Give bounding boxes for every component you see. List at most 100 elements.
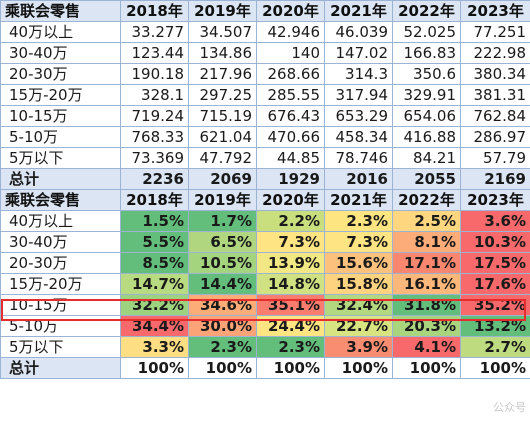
cell-value: 314.3 [324, 63, 393, 85]
cell-value: 77.251 [460, 21, 530, 43]
header-year: 2019年 [188, 189, 257, 211]
cell-value: 217.96 [188, 63, 257, 85]
table-row: 40万以上 1.5% 1.7% 2.2% 2.3% 2.5% 3.6% [0, 210, 530, 232]
total-label: 总计 [0, 168, 121, 190]
total-value: 100% [120, 357, 189, 379]
row-label: 15万-20万 [0, 273, 121, 295]
total-value: 2016 [324, 168, 393, 190]
table-row: 10-15万 32.2% 34.6% 35.1% 32.4% 31.8% 35.2% [0, 294, 530, 316]
cell-value: 7.3% [256, 231, 325, 253]
cell-value: 4.1% [392, 336, 461, 358]
cell-value: 17.5% [460, 252, 530, 274]
cell-value: 20.3% [392, 315, 461, 337]
cell-value: 16.1% [392, 273, 461, 295]
header-year: 2020年 [256, 189, 325, 211]
cell-value: 34.4% [120, 315, 189, 337]
total-row: 总计 100% 100% 100% 100% 100% 100% [0, 357, 530, 379]
cell-value: 30.0% [188, 315, 257, 337]
cell-value: 24.4% [256, 315, 325, 337]
cell-value: 33.277 [120, 21, 189, 43]
cell-value: 32.4% [324, 294, 393, 316]
table-row: 15万-20万 14.7% 14.4% 14.8% 15.8% 16.1% 17.6% [0, 273, 530, 295]
table-row: 10-15万 719.24 715.19 676.43 653.29 654.06 762.… [0, 105, 530, 127]
sales-volume-section: 乘联会零售 2018年 2019年 2020年 2021年 2022年 2023年 40万以上… [0, 0, 530, 190]
cell-value: 44.85 [256, 147, 325, 169]
header-year: 2019年 [188, 0, 257, 22]
header-year: 2018年 [120, 0, 189, 22]
row-label: 40万以上 [0, 210, 121, 232]
total-value: 100% [392, 357, 461, 379]
cell-value: 3.6% [460, 210, 530, 232]
header-year: 2022年 [392, 0, 461, 22]
cell-value: 350.6 [392, 63, 461, 85]
share-percent-section: 乘联会零售 2018年 2019年 2020年 2021年 2022年 2023年 40万以上… [0, 189, 530, 379]
cell-value: 13.9% [256, 252, 325, 274]
cell-value: 2.7% [460, 336, 530, 358]
cell-value: 34.507 [188, 21, 257, 43]
total-value: 100% [188, 357, 257, 379]
cell-value: 35.1% [256, 294, 325, 316]
total-value: 100% [324, 357, 393, 379]
total-value: 2236 [120, 168, 189, 190]
cell-value: 134.86 [188, 42, 257, 64]
row-label: 5万以下 [0, 336, 121, 358]
table-row: 5万以下 73.369 47.792 44.85 78.746 84.21 57.79 [0, 147, 530, 169]
cell-value: 268.66 [256, 63, 325, 85]
cell-value: 2.5% [392, 210, 461, 232]
cell-value: 35.2% [460, 294, 530, 316]
cell-value: 13.2% [460, 315, 530, 337]
cell-value: 22.7% [324, 315, 393, 337]
cell-value: 676.43 [256, 105, 325, 127]
cell-value: 8.5% [120, 252, 189, 274]
table-row: 5-10万 34.4% 30.0% 24.4% 22.7% 20.3% 13.2% [0, 315, 530, 337]
total-label: 总计 [0, 357, 121, 379]
cell-value: 32.2% [120, 294, 189, 316]
table-row: 15万-20万 328.1 297.25 285.55 317.94 329.91 381.… [0, 84, 530, 106]
header-year: 2022年 [392, 189, 461, 211]
cell-value: 31.8% [392, 294, 461, 316]
cell-value: 3.9% [324, 336, 393, 358]
row-label: 15万-20万 [0, 84, 121, 106]
header-year: 2023年 [460, 0, 530, 22]
cell-value: 73.369 [120, 147, 189, 169]
cell-value: 719.24 [120, 105, 189, 127]
cell-value: 57.79 [460, 147, 530, 169]
cell-value: 380.34 [460, 63, 530, 85]
header-year: 2018年 [120, 189, 189, 211]
total-value: 100% [256, 357, 325, 379]
total-value: 2055 [392, 168, 461, 190]
table-row: 40万以上 33.277 34.507 42.946 46.039 52.025 77.25… [0, 21, 530, 43]
table-row: 5万以下 3.3% 2.3% 2.3% 3.9% 4.1% 2.7% [0, 336, 530, 358]
cell-value: 222.98 [460, 42, 530, 64]
table-row: 20-30万 8.5% 10.5% 13.9% 15.6% 17.1% 17.5% [0, 252, 530, 274]
header-corner: 乘联会零售 [0, 0, 121, 22]
table-row: 20-30万 190.18 217.96 268.66 314.3 350.6 380.34 [0, 63, 530, 85]
cell-value: 654.06 [392, 105, 461, 127]
header-year: 2021年 [324, 189, 393, 211]
row-label: 30-40万 [0, 231, 121, 253]
cell-value: 8.1% [392, 231, 461, 253]
cell-value: 286.97 [460, 126, 530, 148]
total-value: 1929 [256, 168, 325, 190]
cell-value: 381.31 [460, 84, 530, 106]
row-label: 20-30万 [0, 252, 121, 274]
cell-value: 2.3% [188, 336, 257, 358]
total-value: 2069 [188, 168, 257, 190]
header-year: 2023年 [460, 189, 530, 211]
watermark-text: 公众号 [493, 401, 526, 414]
cell-value: 2.3% [324, 210, 393, 232]
table-row: 30-40万 123.44 134.86 140 147.02 166.83 222.98 [0, 42, 530, 64]
cell-value: 6.5% [188, 231, 257, 253]
row-label: 5万以下 [0, 147, 121, 169]
cell-value: 1.7% [188, 210, 257, 232]
cell-value: 1.5% [120, 210, 189, 232]
cell-value: 84.21 [392, 147, 461, 169]
row-label: 5-10万 [0, 315, 121, 337]
cell-value: 768.33 [120, 126, 189, 148]
cell-value: 621.04 [188, 126, 257, 148]
cell-value: 715.19 [188, 105, 257, 127]
cell-value: 2.2% [256, 210, 325, 232]
cell-value: 653.29 [324, 105, 393, 127]
total-value: 2169 [460, 168, 530, 190]
